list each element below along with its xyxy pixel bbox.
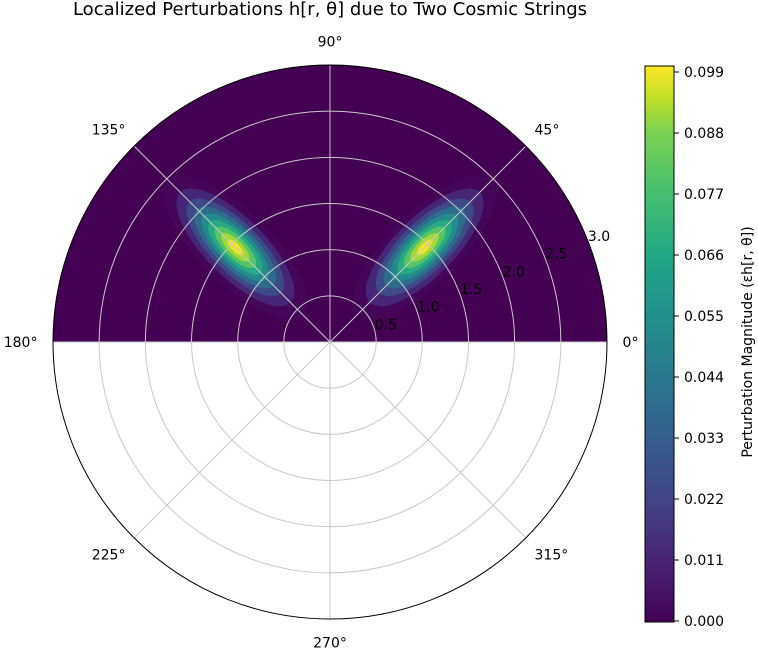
- colorbar: 0.000 0.011 0.022 0.033 0.044 0.055 0.066 0.077…: [644, 65, 756, 630]
- angular-grid-line: [329, 341, 527, 539]
- theta-tick-label: 180°: [4, 335, 38, 351]
- colorbar-label: Perturbation Magnitude (εh[r, θ]): [740, 226, 756, 457]
- colorbar-tick-label: 0.022: [684, 492, 724, 508]
- colorbar-tick-label: 0.077: [684, 187, 724, 203]
- theta-tick-label: 135°: [92, 122, 126, 138]
- colorbar-tick-label: 0.088: [684, 126, 724, 142]
- radial-tick-label: 0.5: [375, 317, 397, 333]
- radial-tick-label: 1.5: [460, 282, 482, 298]
- radial-tick-label: 3.0: [588, 229, 610, 245]
- polar-grid: [53, 65, 607, 619]
- theta-tick-label: 90°: [318, 34, 343, 50]
- colorbar-tick-label: 0.066: [684, 248, 724, 264]
- chart-title: Localized Perturbations h[r, θ] due to T…: [73, 0, 587, 20]
- colorbar-tick-label: 0.000: [684, 614, 724, 630]
- radial-tick-label: 1.0: [417, 300, 439, 316]
- angular-grid-line: [133, 145, 331, 343]
- theta-tick-label: 45°: [535, 122, 560, 138]
- colorbar-gradient: [644, 65, 675, 623]
- angular-grid-line: [329, 145, 527, 343]
- theta-tick-label: 0°: [623, 335, 639, 351]
- theta-tick-label: 225°: [92, 548, 126, 564]
- polar-outer-spine: [52, 64, 608, 620]
- theta-tick-label: 270°: [313, 636, 347, 652]
- angular-grid-line: [133, 341, 331, 539]
- theta-tick-label: 315°: [535, 548, 569, 564]
- colorbar-tick-label: 0.033: [684, 431, 724, 447]
- radial-tick-labels: 0.5 1.0 1.5 2.0 2.5 3.0: [375, 229, 611, 333]
- radial-tick-label: 2.0: [503, 264, 525, 280]
- colorbar-tick-label: 0.011: [684, 553, 724, 569]
- theta-tick-labels: 0° 45° 90° 135° 180° 225° 270° 315°: [4, 34, 639, 651]
- radial-tick-label: 2.5: [545, 247, 567, 263]
- colorbar-tick-label: 0.099: [684, 65, 724, 81]
- colorbar-tick-label: 0.044: [684, 370, 724, 386]
- colorbar-tick-label: 0.055: [684, 309, 724, 325]
